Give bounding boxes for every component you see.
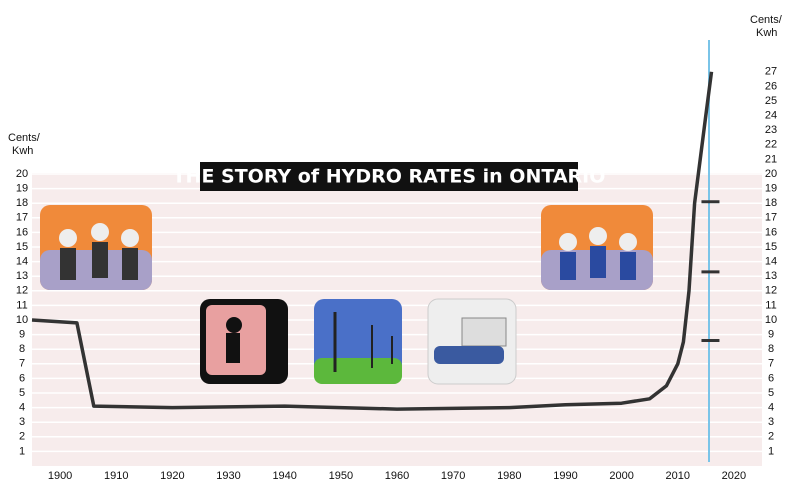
y-tick-label: 7 xyxy=(19,358,25,370)
y2-tick-label: 3 xyxy=(768,416,774,428)
y2-tick-label: 19 xyxy=(765,183,777,195)
title-banner xyxy=(200,162,578,191)
y2-tick-label: 10 xyxy=(765,314,777,326)
y-tick-label: 14 xyxy=(16,256,28,268)
y-tick-label: 12 xyxy=(16,285,28,297)
y2-tick-label: 8 xyxy=(768,343,774,355)
y-axis-label: Cents/ xyxy=(8,132,41,144)
y-tick-label: 19 xyxy=(16,183,28,195)
y-tick-label: 20 xyxy=(16,168,28,180)
icon-tycoons-right xyxy=(541,205,653,290)
y2-tick-label: 18 xyxy=(765,197,777,209)
x-tick-label: 1960 xyxy=(385,470,409,482)
x-tick-label: 1900 xyxy=(48,470,72,482)
x-tick-label: 1980 xyxy=(497,470,521,482)
y2-axis-label: Cents/ xyxy=(750,14,783,26)
y2-tick-label: 2 xyxy=(768,431,774,443)
y2-tick-label: 27 xyxy=(765,66,777,78)
x-tick-label: 1970 xyxy=(441,470,465,482)
x-tick-label: 1910 xyxy=(104,470,128,482)
icon-car-house xyxy=(427,298,517,385)
y2-tick-label: 26 xyxy=(765,80,777,92)
y-tick-label: 4 xyxy=(19,402,25,414)
y2-axis-label: Kwh xyxy=(756,27,777,39)
y2-tick-label: 14 xyxy=(765,256,777,268)
y2-tick-label: 11 xyxy=(765,299,776,311)
y2-tick-label: 4 xyxy=(768,402,774,414)
x-tick-label: 1930 xyxy=(216,470,240,482)
y-tick-label: 10 xyxy=(16,314,28,326)
y-tick-label: 18 xyxy=(16,197,28,209)
rate-line xyxy=(31,71,714,411)
y2-tick-label: 12 xyxy=(765,285,777,297)
x-tick-label: 2000 xyxy=(609,470,633,482)
y2-tick-label: 23 xyxy=(765,124,777,136)
y2-tick-label: 6 xyxy=(768,372,774,384)
y-tick-label: 17 xyxy=(16,212,28,224)
y2-tick-label: 9 xyxy=(768,329,774,341)
icon-power-lines xyxy=(314,299,402,384)
y2-tick-label: 15 xyxy=(765,241,777,253)
y-tick-label: 3 xyxy=(19,416,25,428)
x-tick-label: 1920 xyxy=(160,470,184,482)
y-tick-label: 15 xyxy=(16,241,28,253)
y-axis-label: Kwh xyxy=(12,145,33,157)
chart-title: THE STORY of HYDRO RATES in ONTARIO xyxy=(173,166,606,188)
y2-tick-label: 25 xyxy=(765,95,777,107)
y-tick-label: 2 xyxy=(19,431,25,443)
icon-tycoons-left xyxy=(40,205,152,290)
y2-tick-label: 24 xyxy=(765,110,777,122)
y2-tick-label: 16 xyxy=(765,226,777,238)
y2-tick-label: 17 xyxy=(765,212,777,224)
x-tick-label: 1950 xyxy=(329,470,353,482)
y2-tick-label: 5 xyxy=(768,387,774,399)
y2-tick-label: 13 xyxy=(765,270,777,282)
y2-tick-label: 1 xyxy=(768,445,774,457)
y2-tick-label: 7 xyxy=(768,358,774,370)
y-tick-label: 6 xyxy=(19,372,25,384)
x-tick-label: 1990 xyxy=(553,470,577,482)
y2-tick-label: 20 xyxy=(765,168,777,180)
y2-tick-label: 21 xyxy=(765,153,777,165)
y-tick-label: 5 xyxy=(19,387,25,399)
y-tick-label: 16 xyxy=(16,226,28,238)
y-tick-label: 8 xyxy=(19,343,25,355)
x-tick-label: 2010 xyxy=(666,470,690,482)
x-tick-label: 1940 xyxy=(272,470,296,482)
y-tick-label: 13 xyxy=(16,270,28,282)
y2-tick-label: 22 xyxy=(765,139,777,151)
y-tick-label: 1 xyxy=(19,445,25,457)
y-tick-label: 9 xyxy=(19,329,25,341)
icon-miner xyxy=(200,299,288,384)
x-tick-label: 2020 xyxy=(722,470,746,482)
y-tick-label: 11 xyxy=(16,299,27,311)
